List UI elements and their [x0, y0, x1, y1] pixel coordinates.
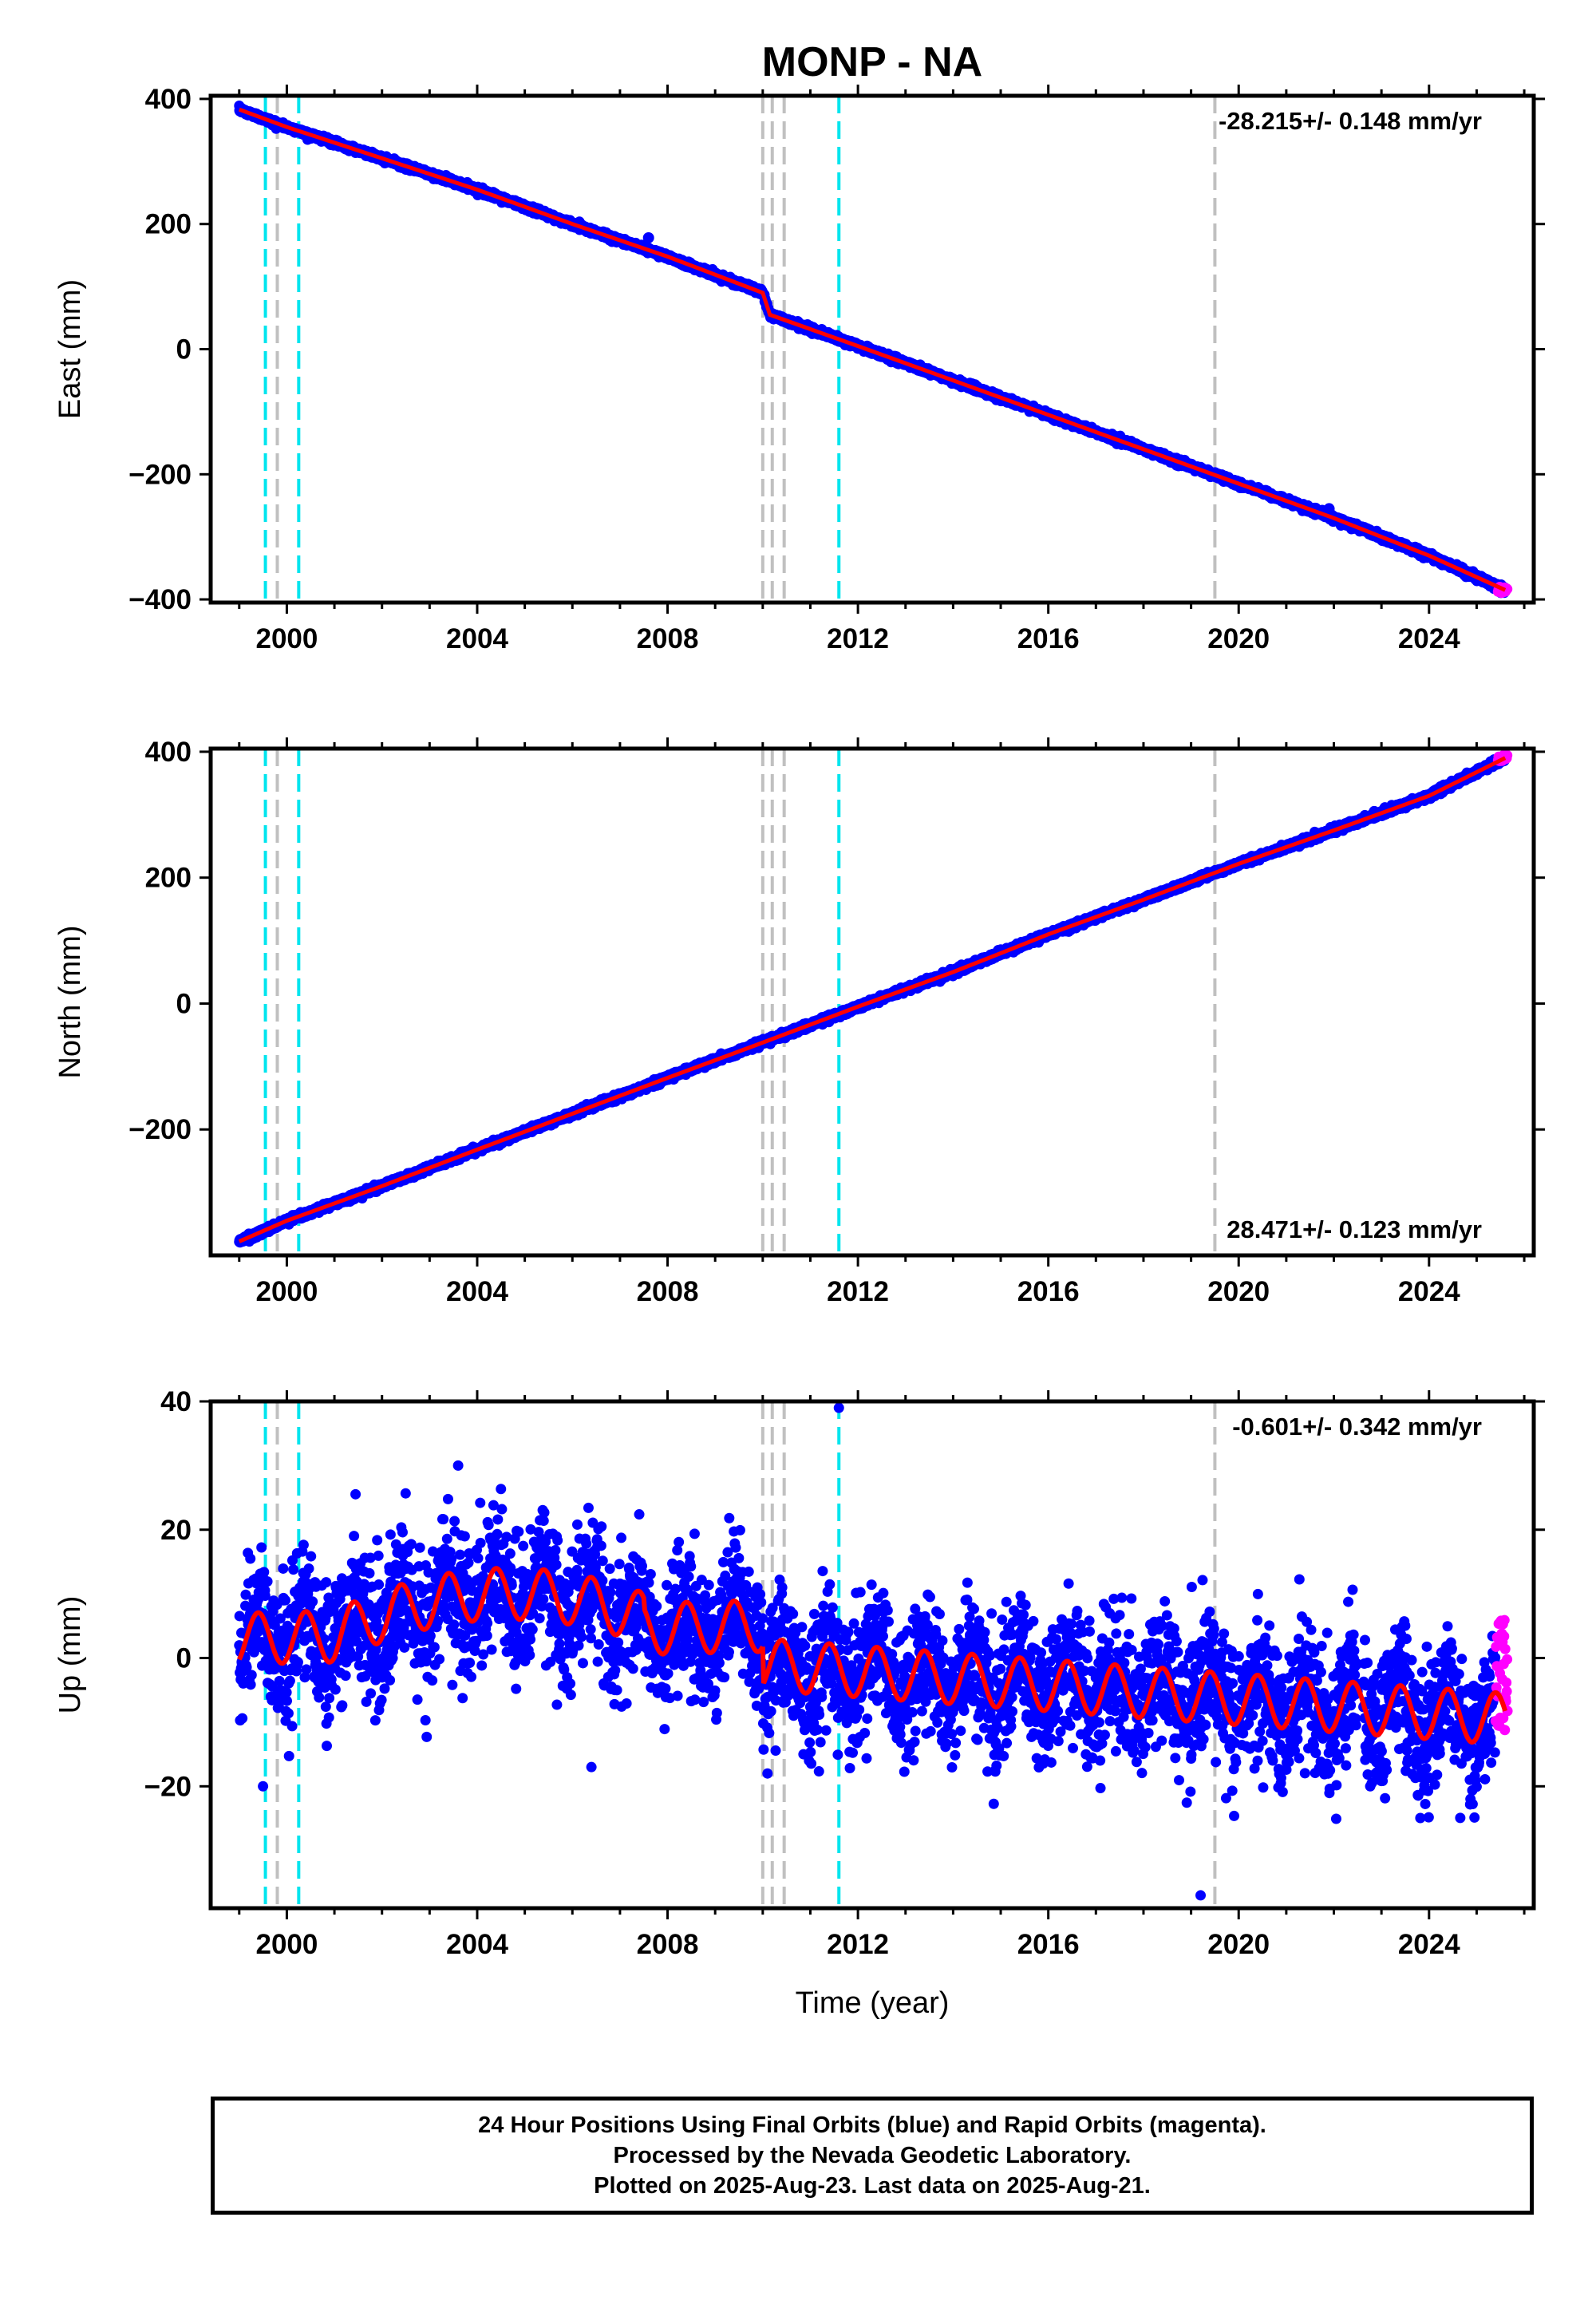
- y-tick-label: 20: [160, 1515, 192, 1546]
- outlier-point: [258, 1780, 269, 1792]
- model-fit-line: [238, 107, 1507, 592]
- y-tick-label: 400: [145, 84, 192, 115]
- x-tick-label: 2012: [827, 623, 889, 654]
- final-orbit-points: [234, 1402, 1501, 1901]
- processing-info-box: 24 Hour Positions Using Final Orbits (bl…: [211, 2097, 1534, 2215]
- y-tick-label: 40: [160, 1386, 192, 1417]
- rapid-orbit-points: [1490, 1614, 1513, 1736]
- final-orbit-points: [234, 751, 1511, 1248]
- y-tick-label: −400: [128, 584, 192, 615]
- x-tick-label: 2008: [637, 1276, 699, 1307]
- x-tick-label: 2020: [1207, 1929, 1270, 1960]
- model-fit-line: [238, 756, 1507, 1243]
- x-tick-label: 2016: [1017, 1929, 1080, 1960]
- y-tick-label: 0: [176, 334, 192, 366]
- x-tick-label: 2024: [1398, 623, 1460, 654]
- up-panel: 2000 2004 2008 2012 2016 2020 2024 40 20 0 −20 Up (…: [53, 1386, 1545, 1960]
- y-tick-label: 200: [145, 863, 192, 894]
- x-tick-label: 2020: [1207, 1276, 1270, 1307]
- x-tick-label: 2024: [1398, 1276, 1460, 1307]
- y-tick-label: 200: [145, 209, 192, 240]
- outlier-point: [452, 1460, 464, 1471]
- y-tick-label: 0: [176, 988, 192, 1019]
- x-tick-label: 2008: [637, 623, 699, 654]
- x-tick-label: 2004: [446, 1929, 508, 1960]
- footer-line-3: Plotted on 2025-Aug-23. Last data on 202…: [594, 2173, 1151, 2199]
- y-axis-label: East (mm): [53, 279, 87, 419]
- plot-frame: [208, 1399, 1536, 1911]
- y-tick-label: 400: [145, 737, 192, 768]
- outlier-point: [762, 1768, 773, 1779]
- outlier-point: [1195, 1890, 1207, 1901]
- model-fit-line: [237, 1566, 1508, 1745]
- y-tick-label: −200: [128, 459, 192, 490]
- velocity-rate-label: -0.601+/- 0.342 mm/yr: [1232, 1413, 1482, 1441]
- y-tick-label: −20: [144, 1771, 192, 1802]
- plot-frame: [208, 746, 1536, 1258]
- east-panel: 2000 2004 2008 2012 2016 2020 20244002000−200−…: [53, 84, 1545, 654]
- x-tick-label: 2000: [255, 1276, 318, 1307]
- x-tick-label: 2008: [637, 1929, 699, 1960]
- figure-title: MONP - NA: [762, 39, 982, 85]
- x-axis-label: Time (year): [796, 1986, 950, 2020]
- y-tick-label: 0: [176, 1643, 192, 1674]
- outlier-point: [642, 231, 654, 243]
- outlier-point: [1323, 503, 1335, 515]
- velocity-rate-label: 28.471+/- 0.123 mm/yr: [1227, 1215, 1482, 1243]
- footer-line-1: 24 Hour Positions Using Final Orbits (bl…: [478, 2112, 1266, 2138]
- outlier-point: [586, 1761, 597, 1773]
- x-tick-label: 2012: [827, 1929, 889, 1960]
- x-tick-label: 2004: [446, 623, 508, 654]
- y-axis-label: North (mm): [53, 925, 87, 1078]
- x-tick-label: 2004: [446, 1276, 508, 1307]
- x-tick-label: 2000: [255, 1929, 318, 1960]
- x-tick-label: 2016: [1017, 623, 1080, 654]
- x-tick-label: 2020: [1207, 623, 1270, 654]
- y-tick-label: −200: [128, 1114, 192, 1145]
- y-axis-label: Up (mm): [53, 1596, 87, 1714]
- x-tick-label: 2012: [827, 1276, 889, 1307]
- x-tick-label: 2016: [1017, 1276, 1080, 1307]
- x-tick-label: 2024: [1398, 1929, 1460, 1960]
- outlier-point: [833, 1402, 844, 1413]
- footer-line-2: Processed by the Nevada Geodetic Laborat…: [613, 2143, 1132, 2168]
- x-tick-label: 2000: [255, 623, 318, 654]
- velocity-rate-label: -28.215+/- 0.148 mm/yr: [1219, 107, 1482, 135]
- north-panel: 2000 2004 2008 2012 2016 2020 20244002000−200N…: [53, 737, 1545, 1307]
